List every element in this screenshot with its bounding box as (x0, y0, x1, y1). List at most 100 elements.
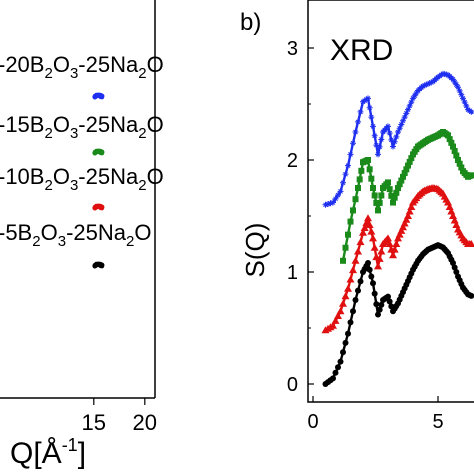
panel-b-series-point-0-6 (337, 188, 344, 195)
panel-b-series-point-0-4 (332, 195, 339, 202)
panel-b-series-point-0-45 (410, 95, 416, 102)
panel-b-series-point-0-37 (396, 125, 403, 132)
panel-b-series-point-1-28 (391, 194, 398, 201)
panel-b-series-point-1-1 (342, 244, 349, 251)
panel-b-series-point-2-34 (390, 245, 399, 253)
panel-b-series-point-2-40 (400, 219, 409, 227)
panel-b-series-point-0-11 (350, 140, 356, 147)
panel-b-series-point-0-20 (368, 114, 375, 121)
panel-b-series-point-3-6 (337, 358, 344, 365)
panel-b-series-point-0-74 (458, 91, 465, 98)
panel-b-series-point-1-30 (395, 185, 401, 191)
panel-b-series-point-2-14 (356, 238, 365, 246)
panel-b-series-point-0-3 (330, 199, 336, 206)
panel-b-series-point-0-5 (335, 192, 341, 199)
panel-b-series-point-2-42 (404, 212, 412, 219)
panel-b-series-line-3 (324, 243, 474, 385)
panel-b-series-point-3-26 (378, 301, 385, 308)
panel-b-series-point-1-27 (390, 199, 396, 206)
panel-a-legend-label-2: -10B2O3-25Na2O (0, 164, 164, 194)
panel-b-series-point-2-5 (334, 312, 342, 320)
panel-b-series-point-1-24 (385, 179, 391, 186)
panel-b-series-point-2-25 (375, 254, 384, 262)
panel-b-x-tick-label-5: 5 (432, 411, 443, 433)
panel-b-y-tick-label-3: 3 (287, 38, 298, 60)
panel-b-series-point-0-69 (450, 76, 456, 83)
panel-b-series-point-2-44 (407, 203, 416, 211)
panel-b-series-point-1-12 (365, 157, 371, 163)
panel-a: 15 20 -20B2O3-25Na2O -15B2O3-25Na2O -10B2O3… (0, 0, 164, 470)
panel-b-series-point-1-14 (368, 175, 375, 182)
panel-b-series-point-0-13 (355, 118, 361, 125)
panel-b-series-point-3-21 (370, 280, 376, 287)
panel-a-series-point-1-5 (99, 150, 105, 156)
panel-b-series-point-0-22 (371, 132, 378, 139)
panel-b-series-point-0-25 (376, 143, 383, 150)
panel-b-series-point-3-4 (332, 369, 339, 376)
panel-b-series-point-3-8 (342, 339, 349, 346)
panel-b-series-point-3-14 (357, 278, 364, 285)
panel-b-series-point-1-15 (370, 185, 376, 191)
panel-b-series-point-0-8 (342, 171, 349, 178)
panel-b-series-point-2-31 (385, 240, 394, 247)
panel-b: b) S(Q) 0 1 2 3 0 5 XRD (240, 0, 474, 433)
panel-b-series-point-0-0 (322, 201, 329, 208)
panel-b-y-axis-title: S(Q) (240, 223, 270, 278)
panel-b-series-point-0-71 (453, 81, 460, 88)
panel-b-series-point-3-9 (345, 330, 351, 337)
panel-b-title: XRD (330, 34, 393, 67)
panel-b-series-point-0-34 (391, 138, 398, 145)
panel-b-series-point-1-66 (455, 157, 461, 163)
panel-b-series-point-3-12 (352, 297, 359, 303)
panel-b-series-point-1-20 (378, 192, 385, 199)
panel-b-series-point-2-33 (389, 251, 397, 259)
panel-b-series-point-0-19 (366, 104, 373, 111)
panel-b-series-point-0-10 (347, 151, 354, 158)
panel-b-series-point-1-37 (406, 158, 413, 165)
panel-b-series-point-0-24 (375, 151, 381, 158)
panel-b-series-point-2-19 (365, 220, 374, 228)
panel-b-series-point-0-70 (451, 78, 458, 85)
panel-b-series-point-2-35 (392, 240, 401, 247)
panel-b-series-point-3-20 (368, 273, 375, 280)
panel-b-series-point-1-26 (388, 192, 395, 199)
panel-b-series-point-1-16 (371, 192, 378, 199)
panel-b-series-point-1-33 (400, 173, 406, 180)
panel-b-series-point-0-43 (406, 102, 413, 109)
panel-b-series-point-2-24 (374, 262, 382, 270)
panel-b-series-point-1-4 (350, 207, 356, 214)
panel-b-series-point-2-6 (336, 307, 345, 315)
panel-b-series-point-1-68 (458, 164, 465, 171)
panel-b-series-point-1-8 (358, 167, 365, 174)
panel-b-series-point-3-13 (355, 287, 361, 294)
panel-b-series-point-2-15 (359, 228, 367, 236)
panel-b-series-point-3-7 (340, 349, 346, 356)
panel-a-legend-label-1: -15B2O3-25Na2O (0, 112, 164, 142)
panel-b-label: b) (240, 9, 261, 36)
panel-b-series-point-1-36 (405, 162, 411, 169)
panel-b-series-point-1-18 (375, 207, 381, 214)
panel-b-series-point-0-77 (463, 102, 470, 109)
panel-b-series-point-2-3 (329, 321, 337, 329)
panel-a-series-point-3-5 (99, 263, 105, 269)
panel-b-series-point-0-55 (426, 80, 433, 87)
panel-b-series-point-3-18 (365, 260, 371, 267)
panel-b-series-point-1-64 (451, 148, 458, 155)
panel-b-series-point-0-32 (388, 136, 395, 143)
panel-b-series-point-0-80 (468, 108, 474, 115)
panel-b-series-point-2-38 (397, 226, 406, 234)
panel-b-series-point-1-38 (408, 155, 415, 162)
panel-b-series-point-0-2 (327, 200, 334, 207)
panel-b-series-point-1-2 (345, 231, 351, 238)
panel-a-series-point-2-5 (99, 205, 105, 211)
panel-b-series-point-0-44 (408, 99, 415, 106)
panel-b-series-point-3-31 (386, 298, 393, 305)
panel-b-series-point-0-31 (386, 130, 393, 137)
panel-b-series-point-3-10 (347, 319, 354, 326)
panel-b-series-point-0-38 (398, 121, 405, 128)
panel-b-series-point-0-42 (405, 106, 411, 113)
panel-b-series-point-2-9 (344, 284, 352, 292)
panel-b-series-point-2-36 (394, 234, 402, 242)
panel-b-series-point-2-39 (399, 223, 407, 231)
panel-b-series-point-0-76 (461, 99, 468, 106)
